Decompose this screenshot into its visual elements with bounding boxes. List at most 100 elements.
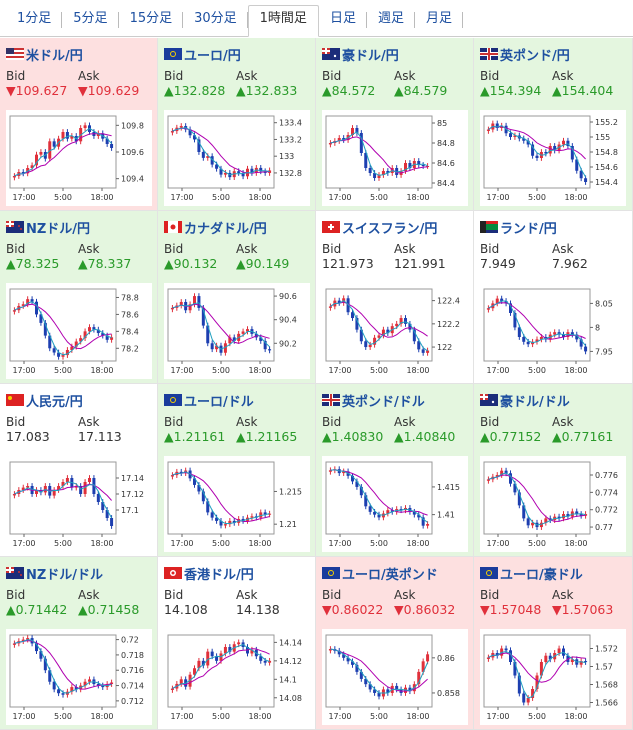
mini-chart[interactable]: 155.2 155 154.8 154.6 154.4 17:00 5:00 18:00 xyxy=(480,110,626,206)
mini-chart[interactable]: 0.86 0.858 17:00 5:00 18:00 xyxy=(322,629,468,725)
candle-body xyxy=(12,310,16,312)
candle-body xyxy=(61,355,65,357)
mini-chart[interactable]: 14.14 14.12 14.1 14.08 17:00 5:00 18:00 xyxy=(164,629,310,725)
ask-label: Ask xyxy=(394,242,416,256)
y-tick-label: 90.6 xyxy=(279,292,297,301)
mini-chart[interactable]: 8.05 8 7.95 17:00 5:00 18:00 xyxy=(480,283,626,379)
mini-chart[interactable]: 17.14 17.12 17.1 17:00 5:00 18:00 xyxy=(6,456,152,552)
rate-card[interactable]: ユーロ/英ポンド Bid Ask ▼0.86022 ▼0.86032 0.86 0.858 1… xyxy=(316,557,474,730)
rate-card[interactable]: 香港ドル/円 Bid Ask 14.108 14.138 14.14 14.12 14.1 14… xyxy=(158,557,316,730)
candle-body xyxy=(210,343,214,350)
tab-5[interactable]: 日足 xyxy=(319,6,367,36)
pair-title-link[interactable]: 英ポンド/ドル xyxy=(322,390,467,410)
trend-arrow-icon: ▲ xyxy=(394,429,404,444)
pair-title-link[interactable]: 豪ドル/ドル xyxy=(480,390,626,410)
candle-body xyxy=(522,505,526,519)
rate-card[interactable]: 米ドル/円 Bid Ask ▼109.627 ▼109.629 109.8 109.6 109… xyxy=(0,38,158,211)
tab-3[interactable]: 30分足 xyxy=(183,6,248,36)
pair-name: ランド/円 xyxy=(500,221,557,237)
pair-title-link[interactable]: ユーロ/英ポンド xyxy=(322,563,467,583)
rate-card[interactable]: ユーロ/円 Bid Ask ▲132.828 ▲132.833 133.4 133.2 133… xyxy=(158,38,316,211)
rate-card[interactable]: ユーロ/ドル Bid Ask ▲1.21161 ▲1.21165 1.215 1.21 17:… xyxy=(158,384,316,557)
candle-body xyxy=(232,337,236,341)
y-tick-label: 14.1 xyxy=(279,675,297,684)
mini-chart[interactable]: 0.72 0.718 0.716 0.714 0.712 17:00 5:00 18:00 xyxy=(6,629,152,725)
ask-label: Ask xyxy=(236,415,258,429)
mini-chart[interactable]: 122.4 122.2 122 17:00 5:00 18:00 xyxy=(322,283,468,379)
y-tick-label: 14.14 xyxy=(279,638,302,647)
moving-average-long xyxy=(330,469,428,516)
candlestick-chart: 0.86 0.858 17:00 5:00 18:00 xyxy=(325,634,460,721)
bid-number: 84.572 xyxy=(331,83,376,98)
rate-card[interactable]: カナダドル/円 Bid Ask ▲90.132 ▲90.149 90.6 90.4 90.2 1… xyxy=(158,211,316,384)
tab-0[interactable]: 1分足 xyxy=(6,6,63,36)
mini-chart[interactable]: 1.572 1.57 1.568 1.566 17:00 5:00 18:00 xyxy=(480,629,626,725)
tab-7[interactable]: 月足 xyxy=(415,6,463,36)
mini-chart[interactable]: 90.6 90.4 90.2 17:00 5:00 18:00 xyxy=(164,283,310,379)
mini-chart[interactable]: 1.415 1.41 17:00 5:00 18:00 xyxy=(322,456,468,552)
pair-title-link[interactable]: カナダドル/円 xyxy=(164,217,309,237)
pair-title-link[interactable]: ランド/円 xyxy=(480,217,626,237)
candlestick-chart: 8.05 8 7.95 17:00 5:00 18:00 xyxy=(483,288,613,375)
plot-frame xyxy=(9,288,117,362)
bid-label: Bid xyxy=(322,242,342,256)
candle-body xyxy=(79,486,83,494)
pair-title-link[interactable]: スイスフラン/円 xyxy=(322,217,467,237)
rate-card[interactable]: NZドル/円 Bid Ask ▲78.325 ▲78.337 78.8 78.6 78.4 78… xyxy=(0,211,158,384)
pair-title-link[interactable]: ユーロ/円 xyxy=(164,44,309,64)
candle-body xyxy=(268,349,272,351)
rate-card[interactable]: 英ポンド/ドル Bid Ask ▲1.40830 ▲1.40840 1.415 1.41 17… xyxy=(316,384,474,557)
pair-title-link[interactable]: 米ドル/円 xyxy=(6,44,151,64)
candle-body xyxy=(210,651,214,657)
trend-arrow-icon: ▼ xyxy=(322,602,332,617)
rate-card[interactable]: 人民元/円 Bid Ask 17.083 17.113 17.14 17.12 17.1 17:… xyxy=(0,384,158,557)
candle-body xyxy=(539,522,543,528)
rate-card[interactable]: 豪ドル/ドル Bid Ask ▲0.77152 ▲0.77161 0.776 0.774 0.… xyxy=(474,384,633,557)
candle-body xyxy=(535,339,539,342)
pair-title-link[interactable]: NZドル/ドル xyxy=(6,563,151,583)
candle-body xyxy=(65,132,69,139)
candle-body xyxy=(426,654,430,662)
candle-body xyxy=(535,675,539,689)
bid-ask-values: ▼109.627 ▼109.629 xyxy=(6,83,151,99)
pair-title-link[interactable]: ユーロ/豪ドル xyxy=(480,563,626,583)
tab-2[interactable]: 15分足 xyxy=(119,6,184,36)
mini-chart[interactable]: 78.8 78.6 78.4 78.2 17:00 5:00 18:00 xyxy=(6,283,152,379)
rate-card[interactable]: ユーロ/豪ドル Bid Ask ▼1.57048 ▼1.57063 1.572 1.57 1.… xyxy=(474,557,633,730)
mini-chart[interactable]: 1.215 1.21 17:00 5:00 18:00 xyxy=(164,456,310,552)
pair-title-link[interactable]: NZドル/円 xyxy=(6,217,151,237)
mini-chart[interactable]: 109.8 109.6 109.4 17:00 5:00 18:00 xyxy=(6,110,152,206)
x-tick-label: 5:00 xyxy=(54,539,72,548)
cn-flag-icon xyxy=(6,394,24,406)
candle-body xyxy=(179,679,183,684)
tab-1[interactable]: 5分足 xyxy=(62,6,119,36)
tab-6[interactable]: 週足 xyxy=(367,6,415,36)
tab-4[interactable]: 1時間足 xyxy=(247,5,319,37)
pair-title-link[interactable]: 人民元/円 xyxy=(6,390,151,410)
ask-number: 7.962 xyxy=(552,256,588,271)
candle-body xyxy=(539,662,543,676)
pair-title-link[interactable]: 香港ドル/円 xyxy=(164,563,309,583)
rate-card[interactable]: NZドル/ドル Bid Ask ▲0.71442 ▲0.71458 0.72 0.718 0.… xyxy=(0,557,158,730)
mini-chart[interactable]: 133.4 133.2 133 132.8 17:00 5:00 18:00 xyxy=(164,110,310,206)
candle-body xyxy=(328,306,332,308)
ask-number: 84.579 xyxy=(403,83,448,98)
pair-title-link[interactable]: ユーロ/ドル xyxy=(164,390,309,410)
rate-card[interactable]: 豪ドル/円 Bid Ask ▲84.572 ▲84.579 85 84.8 84.6 84.4 1… xyxy=(316,38,474,211)
rate-card[interactable]: スイスフラン/円 Bid Ask 121.973 121.991 122.4 122.2 12… xyxy=(316,211,474,384)
rate-card[interactable]: ランド/円 Bid Ask 7.949 7.962 8.05 8 7.95 17:00 5:00 1… xyxy=(474,211,633,384)
candle-body xyxy=(241,331,245,334)
pair-title-link[interactable]: 英ポンド/円 xyxy=(480,44,626,64)
candle-body xyxy=(201,660,205,666)
candle-body xyxy=(70,346,74,350)
trend-arrow-icon: ▼ xyxy=(394,602,404,617)
mini-chart[interactable]: 85 84.8 84.6 84.4 17:00 5:00 18:00 xyxy=(322,110,468,206)
moving-average-short xyxy=(172,471,270,524)
rate-card[interactable]: 英ポンド/円 Bid Ask ▲154.394 ▲154.404 155.2 155 154.… xyxy=(474,38,633,211)
pair-title-link[interactable]: 豪ドル/円 xyxy=(322,44,467,64)
y-tick-label: 154.6 xyxy=(595,163,618,172)
bid-label: Bid xyxy=(6,242,26,256)
candle-body xyxy=(539,337,543,340)
candle-body xyxy=(197,484,201,492)
mini-chart[interactable]: 0.776 0.774 0.772 0.77 17:00 5:00 18:00 xyxy=(480,456,626,552)
